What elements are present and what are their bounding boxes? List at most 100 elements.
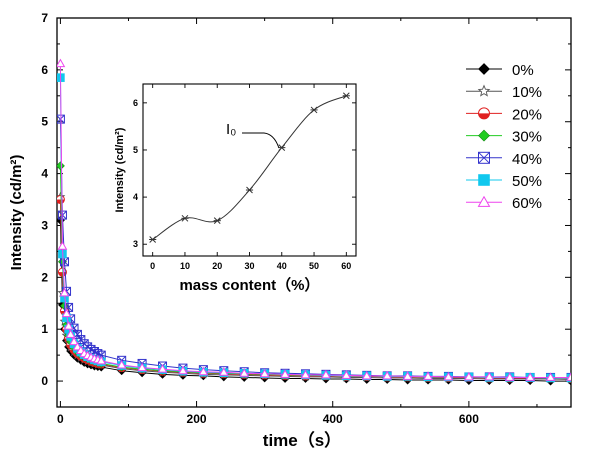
data-point <box>57 58 66 68</box>
y-tick-label-3: 3 <box>41 218 48 232</box>
data-point <box>504 372 515 381</box>
inset-annotation-pointer <box>242 132 280 148</box>
inset-annotation-label: I₀ <box>226 121 236 138</box>
data-point <box>198 366 209 376</box>
data-point <box>69 336 79 346</box>
data-point <box>65 329 76 338</box>
inset-data-point <box>149 236 157 243</box>
data-point <box>116 359 127 369</box>
legend-marker <box>478 107 490 120</box>
inset-data-point <box>181 214 189 222</box>
legend-item-50pct: 50% <box>466 173 542 190</box>
data-point <box>57 241 68 250</box>
inset-x-tick-label-5: 50 <box>309 261 319 271</box>
inset-x-axis-label: mass content（%） <box>179 276 319 294</box>
inset-plot: 0 10 20 30 40 50 60 3 4 5 6 mass content（%） Intensit… <box>114 83 357 294</box>
inset-y-tick-label-0: 3 <box>133 239 138 249</box>
inset-x-tick-label-3: 30 <box>244 261 254 271</box>
legend-label: 0% <box>512 62 534 79</box>
inset-data-point <box>278 144 286 151</box>
legend-item-20pct: 20% <box>466 106 542 123</box>
data-point <box>178 365 188 375</box>
data-point <box>96 355 107 365</box>
legend-label: 50% <box>512 173 542 190</box>
data-point <box>321 369 331 379</box>
data-point <box>157 364 168 373</box>
data-point <box>61 308 72 318</box>
data-point <box>484 371 495 381</box>
y-tick-label-2: 2 <box>41 270 48 284</box>
inset-frame <box>142 83 357 257</box>
legend-label: 60% <box>512 195 542 212</box>
inset-y-tick-label-1: 4 <box>133 192 138 202</box>
data-point <box>402 371 413 380</box>
data-point <box>361 370 372 380</box>
inset-data-point <box>245 186 254 194</box>
legend-label: 20% <box>512 106 542 123</box>
legend-item-0pct: 0% <box>466 62 534 79</box>
data-point <box>341 370 352 379</box>
series-60pct <box>57 58 571 381</box>
data-point <box>545 372 556 381</box>
legend-item-40pct: 40% <box>466 151 542 168</box>
inset-annotation: I₀ <box>226 121 280 148</box>
inset-x-tick-label-1: 10 <box>180 261 190 271</box>
inset-y-axis-label: Intensity (cd/m²) <box>114 127 126 212</box>
x-tick-label-1: 200 <box>187 412 207 426</box>
y-axis-label: Intensity (cd/m²) <box>8 155 25 271</box>
data-point <box>218 367 229 376</box>
data-point <box>239 368 250 377</box>
y-tick-label-4: 4 <box>41 167 48 181</box>
y-tick-label-6: 6 <box>41 63 48 77</box>
y-tick-label-1: 1 <box>41 322 48 336</box>
legend-marker <box>477 84 491 97</box>
data-point <box>57 195 65 205</box>
x-tick-label-0: 0 <box>57 412 64 426</box>
x-tick-label-2: 400 <box>323 412 343 426</box>
legend-marker <box>477 195 491 207</box>
legend-marker <box>478 174 490 186</box>
data-point <box>525 372 536 381</box>
legend: 0% 10% 20% 30% 40% 50% 60% <box>466 62 542 212</box>
inset-x-tick-label-2: 20 <box>212 261 222 271</box>
legend-label: 10% <box>512 84 542 101</box>
series-layer <box>57 58 571 386</box>
inset-y-tick-label-3: 6 <box>133 98 138 108</box>
legend-marker <box>478 63 490 75</box>
data-point <box>63 321 74 330</box>
legend-label: 40% <box>512 151 542 168</box>
data-point <box>137 362 147 372</box>
inset-x-tick-label-6: 60 <box>341 261 351 271</box>
data-point <box>464 371 474 381</box>
legend-item-60pct: 60% <box>466 195 542 212</box>
data-point <box>566 372 571 381</box>
inset-data-point <box>213 217 221 225</box>
data-point <box>59 287 70 297</box>
legend-item-10pct: 10% <box>466 84 542 101</box>
legend-label: 30% <box>512 129 542 146</box>
data-point <box>259 368 270 378</box>
inset-x-tick-label-0: 0 <box>150 261 155 271</box>
data-point <box>382 370 393 380</box>
inset-x-tick-label-4: 40 <box>277 261 287 271</box>
inset-data-point <box>342 92 350 100</box>
data-point <box>57 161 65 171</box>
legend-marker <box>478 151 490 164</box>
x-tick-label-3: 600 <box>459 412 479 426</box>
data-point <box>443 371 454 381</box>
data-point <box>423 371 433 380</box>
y-tick-label-5: 5 <box>41 115 48 129</box>
data-point <box>300 369 311 379</box>
main-plot-frame <box>56 17 572 408</box>
y-tick-label-7: 7 <box>41 11 48 25</box>
inset-data-point <box>310 106 318 114</box>
legend-marker <box>478 129 490 142</box>
x-axis-label: time（s） <box>263 430 341 450</box>
y-tick-label-0: 0 <box>41 374 48 388</box>
inset-y-tick-label-2: 5 <box>133 145 138 155</box>
data-point <box>280 369 290 378</box>
legend-item-30pct: 30% <box>466 129 542 146</box>
